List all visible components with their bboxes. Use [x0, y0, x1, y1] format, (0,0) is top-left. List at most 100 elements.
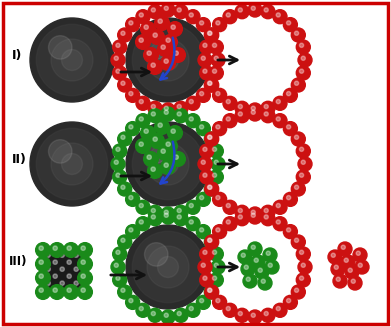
Circle shape: [151, 63, 155, 67]
Circle shape: [248, 210, 262, 224]
Circle shape: [158, 146, 172, 160]
Circle shape: [126, 18, 140, 32]
Circle shape: [296, 40, 310, 54]
Circle shape: [164, 163, 169, 167]
Circle shape: [301, 160, 305, 164]
Circle shape: [116, 250, 120, 254]
Circle shape: [57, 278, 71, 292]
Circle shape: [213, 225, 227, 239]
Circle shape: [238, 208, 242, 213]
Circle shape: [151, 112, 155, 116]
Circle shape: [213, 295, 227, 309]
Circle shape: [30, 18, 114, 102]
Circle shape: [39, 274, 43, 278]
Circle shape: [226, 306, 230, 311]
Circle shape: [251, 6, 255, 10]
Circle shape: [36, 257, 50, 271]
Circle shape: [51, 143, 93, 185]
Circle shape: [139, 99, 143, 104]
Circle shape: [129, 21, 133, 25]
Circle shape: [148, 164, 162, 178]
Circle shape: [208, 135, 212, 139]
Circle shape: [238, 215, 242, 219]
Circle shape: [204, 28, 218, 42]
Circle shape: [209, 170, 223, 184]
Circle shape: [177, 8, 181, 12]
Circle shape: [174, 109, 188, 123]
Circle shape: [355, 260, 369, 274]
Circle shape: [294, 135, 299, 139]
Circle shape: [189, 99, 194, 104]
Circle shape: [139, 203, 143, 208]
Circle shape: [300, 43, 304, 47]
Circle shape: [331, 253, 335, 257]
Circle shape: [118, 285, 132, 299]
Circle shape: [153, 33, 157, 37]
Circle shape: [341, 255, 355, 269]
Circle shape: [189, 306, 194, 311]
Circle shape: [248, 3, 262, 17]
Circle shape: [147, 246, 189, 288]
Circle shape: [158, 49, 179, 71]
Circle shape: [223, 114, 237, 128]
Circle shape: [129, 196, 133, 200]
Circle shape: [205, 285, 219, 299]
Circle shape: [148, 205, 162, 219]
Circle shape: [116, 276, 120, 280]
Circle shape: [300, 69, 304, 73]
Circle shape: [196, 88, 210, 102]
Circle shape: [205, 78, 219, 92]
Circle shape: [199, 21, 204, 25]
Circle shape: [301, 56, 305, 60]
Circle shape: [36, 128, 108, 200]
Circle shape: [199, 196, 204, 200]
Circle shape: [151, 208, 155, 213]
Circle shape: [212, 147, 217, 151]
Circle shape: [143, 48, 158, 62]
Circle shape: [151, 311, 155, 316]
Circle shape: [64, 271, 78, 285]
Circle shape: [212, 69, 217, 73]
Circle shape: [223, 200, 237, 214]
Circle shape: [208, 81, 212, 85]
Circle shape: [251, 110, 255, 114]
Circle shape: [204, 132, 218, 146]
Circle shape: [199, 92, 204, 96]
Circle shape: [126, 225, 140, 239]
Circle shape: [264, 104, 268, 109]
Circle shape: [198, 157, 212, 171]
Circle shape: [126, 18, 210, 102]
Circle shape: [177, 208, 181, 213]
Circle shape: [174, 155, 178, 159]
Circle shape: [345, 265, 359, 279]
Circle shape: [300, 173, 304, 177]
Circle shape: [161, 210, 175, 224]
Circle shape: [171, 25, 176, 29]
Circle shape: [78, 243, 92, 257]
Circle shape: [141, 126, 155, 140]
Circle shape: [203, 147, 207, 151]
Circle shape: [78, 257, 92, 271]
Circle shape: [57, 250, 71, 264]
Circle shape: [214, 160, 218, 164]
Circle shape: [189, 117, 194, 121]
Circle shape: [334, 265, 338, 269]
Circle shape: [276, 203, 280, 208]
Circle shape: [189, 203, 194, 208]
Circle shape: [208, 31, 212, 35]
Circle shape: [166, 38, 170, 43]
Circle shape: [266, 251, 270, 255]
Circle shape: [132, 231, 204, 303]
Circle shape: [161, 103, 175, 117]
Circle shape: [212, 173, 217, 177]
Circle shape: [144, 25, 148, 29]
Circle shape: [164, 106, 169, 110]
Circle shape: [276, 306, 280, 311]
Circle shape: [136, 217, 150, 231]
Circle shape: [200, 273, 214, 287]
Circle shape: [43, 250, 57, 264]
Circle shape: [36, 24, 108, 96]
Text: II): II): [12, 152, 27, 165]
Circle shape: [67, 288, 72, 292]
Circle shape: [264, 112, 268, 116]
